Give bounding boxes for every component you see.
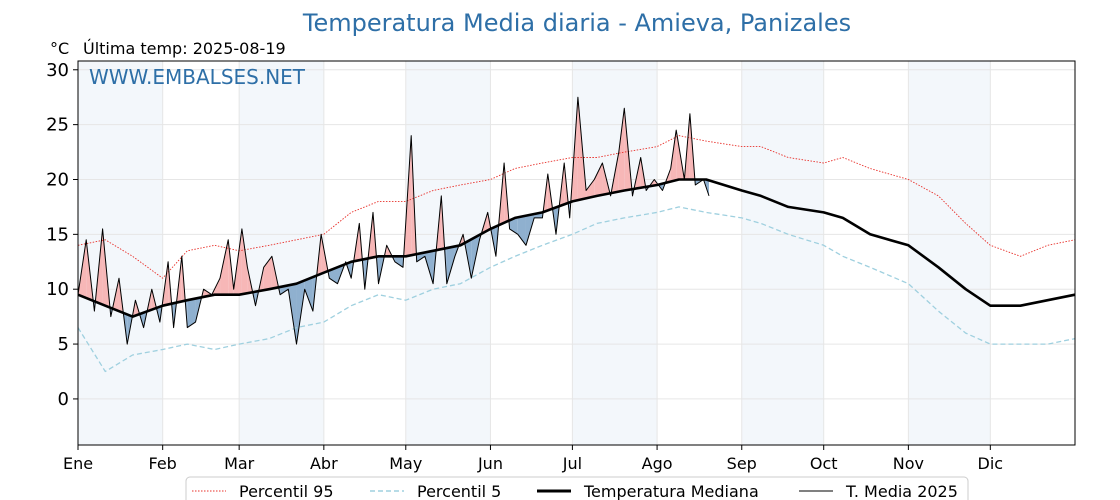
y-tick-label: 20 [46, 169, 69, 190]
legend-frame [185, 476, 969, 500]
legend-label-current: T. Media 2025 [845, 482, 958, 500]
fill-below-median [446, 246, 455, 284]
fill-above-median [594, 163, 603, 197]
legend: Percentil 95 Percentil 5 Temperatura Med… [185, 476, 969, 500]
fill-below-median [517, 215, 526, 246]
watermark: WWW.EMBALSES.NET [89, 65, 306, 89]
y-tick-label: 10 [46, 279, 69, 300]
x-tick-label: Jun [477, 454, 503, 473]
x-tick-label: May [389, 454, 422, 473]
fill-below-median [187, 298, 196, 328]
x-tick-label: Sep [727, 454, 757, 473]
last-temp-label: Última temp: 2025-08-19 [83, 39, 286, 58]
legend-label-p95: Percentil 95 [239, 482, 334, 500]
month-bands [78, 61, 991, 445]
chart-title: Temperatura Media diaria - Amieva, Paniz… [302, 9, 851, 37]
legend-label-median: Temperatura Mediana [583, 482, 759, 500]
x-tick-label: Ene [63, 454, 93, 473]
series-line-p5 [77, 206, 1076, 373]
series-lines [77, 96, 1076, 373]
y-tick-label: 15 [46, 224, 69, 245]
fill-below-median [304, 277, 313, 312]
plot-area: WWW.EMBALSES.NET [77, 60, 1076, 446]
series-line-median [77, 178, 1076, 318]
fill-above-median [220, 239, 229, 295]
month-band [239, 61, 324, 445]
fill-above-median [241, 228, 248, 295]
x-tick-label: Jul [562, 454, 582, 473]
month-band [741, 61, 824, 445]
x-tick-label: Oct [810, 454, 838, 473]
x-tick-label: Nov [893, 454, 924, 473]
y-tick-label: 25 [46, 115, 69, 136]
x-tick-label: Ago [642, 454, 673, 473]
month-band [572, 61, 658, 445]
series-line-current [77, 96, 710, 345]
x-tick-label: Abr [310, 454, 338, 473]
fill-above-median [618, 108, 625, 192]
y-tick-label: 0 [58, 389, 69, 410]
y-tick-label: 5 [58, 334, 69, 355]
month-band [78, 61, 163, 445]
legend-label-p5: Percentil 5 [417, 482, 501, 500]
x-tick-label: Dic [978, 454, 1004, 473]
plot-frame [77, 60, 1076, 446]
x-axis: Ene Feb Mar Abr May Jun Jul Ago Sep Oct Nov Dic [63, 445, 1003, 473]
unit-label: °C [50, 39, 69, 58]
y-tick-label: 30 [46, 60, 69, 81]
x-tick-label: Mar [224, 454, 255, 473]
x-tick-label: Feb [149, 454, 177, 473]
y-axis: 0 5 10 15 20 25 30 [46, 60, 78, 410]
fill-above-median [586, 179, 595, 199]
fill-below-median [394, 256, 404, 268]
